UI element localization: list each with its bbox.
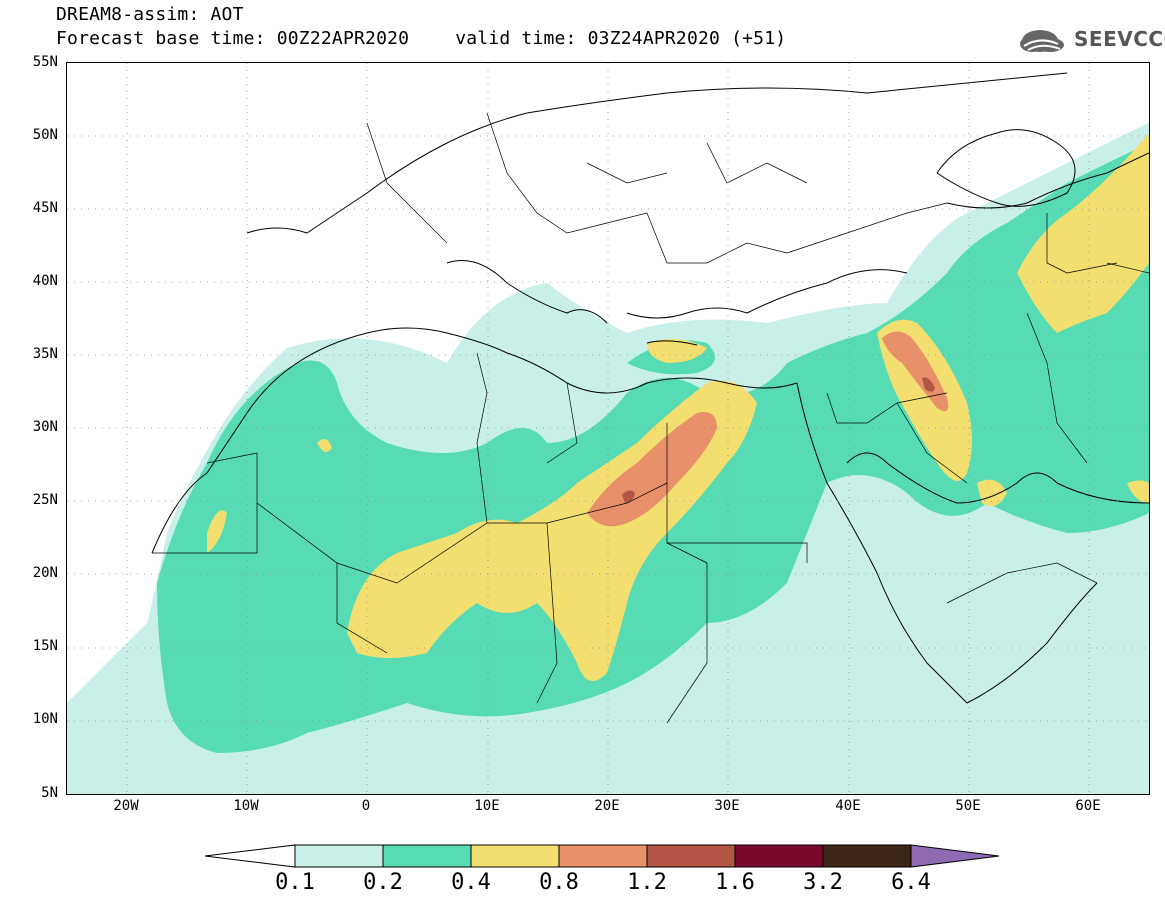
colorbar-swatch <box>294 844 384 868</box>
colorbar-low-extension <box>205 844 296 868</box>
lat-label: 20N <box>32 565 58 581</box>
colorbar-swatch <box>822 844 912 868</box>
lat-label: 35N <box>32 346 58 362</box>
lat-label: 55N <box>32 54 58 70</box>
lon-label: 20W <box>113 798 139 814</box>
lon-label: 60E <box>1075 798 1101 814</box>
lon-label: 30E <box>714 798 740 814</box>
colorbar-swatch <box>470 844 560 868</box>
country-borders <box>152 112 1149 724</box>
lon-label: 20E <box>594 798 620 814</box>
forecast-base-time: Forecast base time: 00Z22APR2020 <box>56 28 410 49</box>
map-canvas <box>67 63 1149 794</box>
time-info: Forecast base time: 00Z22APR2020 valid ti… <box>56 28 786 49</box>
colorbar-swatch <box>734 844 824 868</box>
colorbar-swatch <box>382 844 472 868</box>
seevccc-logo: SEEVCCC <box>1018 24 1165 58</box>
aot-map <box>66 62 1150 795</box>
colorbar-label: 6.4 <box>891 870 931 895</box>
coastlines <box>151 72 1149 704</box>
colorbar-swatch <box>646 844 736 868</box>
colorbar-swatch <box>558 844 648 868</box>
colorbar-label: 0.4 <box>451 870 491 895</box>
colorbar-high-extension <box>910 844 1000 868</box>
lat-label: 10N <box>32 711 58 727</box>
colorbar-label: 0.8 <box>539 870 579 895</box>
lat-label: 50N <box>32 127 58 143</box>
lat-label: 5N <box>41 785 58 801</box>
product-title: DREAM8-assim: AOT <box>56 4 244 25</box>
logo-text: SEEVCCC <box>1074 27 1165 51</box>
lat-label: 40N <box>32 273 58 289</box>
graticule <box>67 63 1149 794</box>
valid-time: valid time: 03Z24APR2020 (+51) <box>455 28 787 49</box>
cloud-logo-icon <box>1020 30 1064 52</box>
colorbar-label: 3.2 <box>803 870 843 895</box>
colorbar <box>205 844 1000 868</box>
lat-label: 25N <box>32 492 58 508</box>
lat-label: 45N <box>32 200 58 216</box>
colorbar-label: 1.6 <box>715 870 755 895</box>
lon-label: 50E <box>955 798 981 814</box>
lat-label: 30N <box>32 419 58 435</box>
colorbar-label: 0.1 <box>275 870 315 895</box>
lat-label: 15N <box>32 638 58 654</box>
lon-label: 10W <box>233 798 259 814</box>
lon-label: 40E <box>835 798 861 814</box>
colorbar-label: 0.2 <box>363 870 403 895</box>
lon-label: 10E <box>474 798 500 814</box>
aot-band-1-2 <box>622 377 935 503</box>
lon-label: 0 <box>361 798 371 814</box>
colorbar-label: 1.2 <box>627 870 667 895</box>
